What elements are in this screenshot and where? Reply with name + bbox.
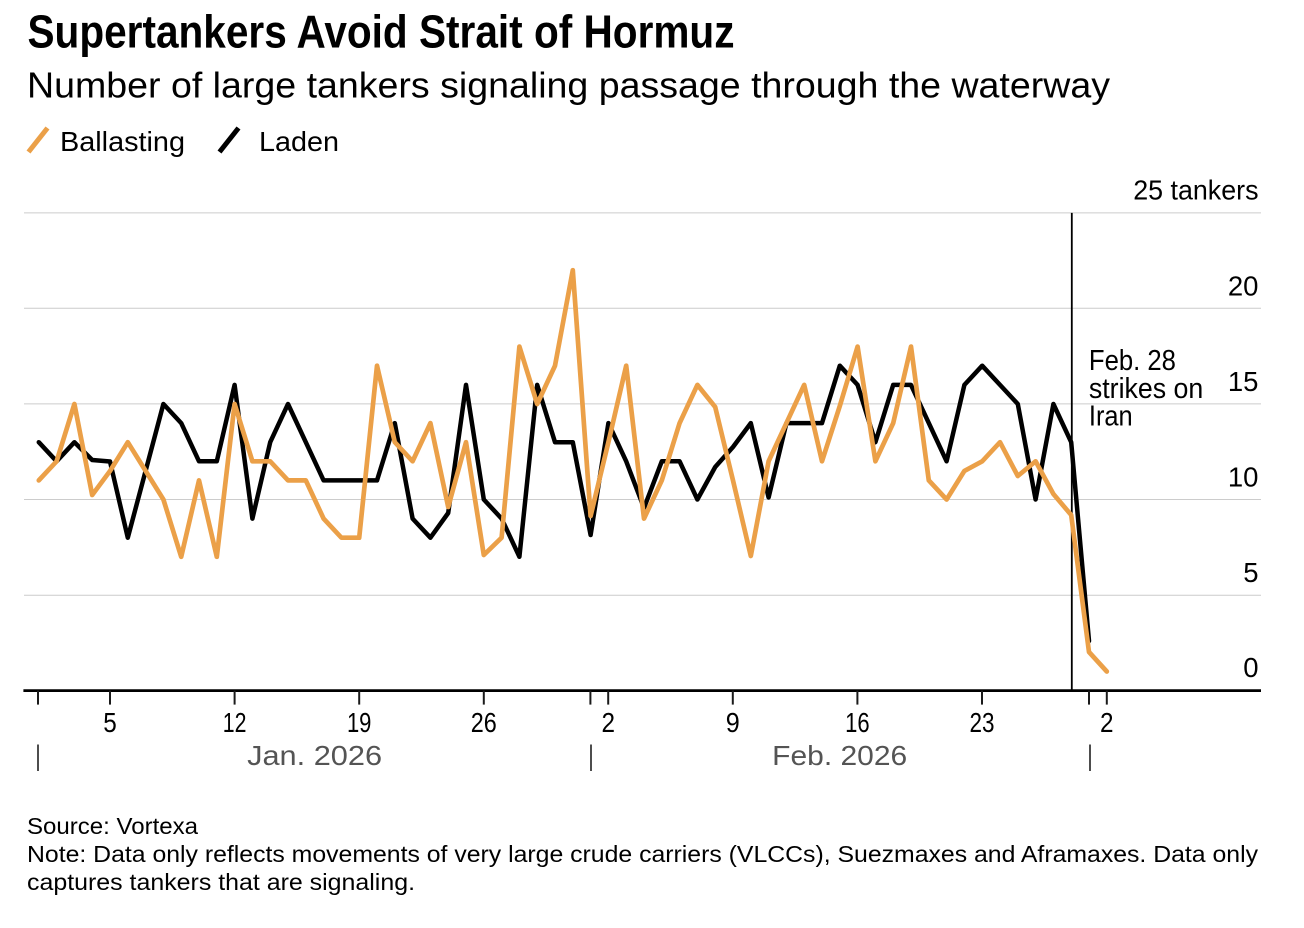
svg-text:Feb. 2026: Feb. 2026 xyxy=(772,740,907,771)
svg-text:5: 5 xyxy=(1243,557,1258,588)
svg-text:26: 26 xyxy=(471,707,497,738)
svg-text:5: 5 xyxy=(103,707,117,738)
svg-text:captures tankers that are sign: captures tankers that are signaling. xyxy=(27,869,415,895)
svg-text:Number of large tankers signal: Number of large tankers signaling passag… xyxy=(27,65,1110,106)
svg-text:0: 0 xyxy=(1243,652,1258,683)
svg-text:2: 2 xyxy=(601,707,615,738)
svg-text:Iran: Iran xyxy=(1089,401,1133,433)
svg-text:19: 19 xyxy=(347,707,372,738)
svg-text:2: 2 xyxy=(1100,707,1114,738)
svg-text:Source: Vortexa: Source: Vortexa xyxy=(27,813,198,839)
svg-text:25 tankers: 25 tankers xyxy=(1133,175,1258,206)
svg-text:12: 12 xyxy=(223,707,247,738)
svg-text:Feb. 28: Feb. 28 xyxy=(1089,345,1176,377)
svg-text:Laden: Laden xyxy=(259,126,339,157)
svg-text:Jan. 2026: Jan. 2026 xyxy=(247,740,382,771)
svg-text:23: 23 xyxy=(970,707,995,738)
svg-text:15: 15 xyxy=(1228,366,1259,397)
svg-text:9: 9 xyxy=(726,707,740,738)
svg-text:10: 10 xyxy=(1228,462,1259,493)
svg-text:20: 20 xyxy=(1228,270,1259,301)
svg-text:Ballasting: Ballasting xyxy=(60,126,185,157)
svg-text:strikes on: strikes on xyxy=(1089,373,1203,405)
svg-text:16: 16 xyxy=(845,707,870,738)
svg-text:Supertankers Avoid Strait of H: Supertankers Avoid Strait of Hormuz xyxy=(28,6,735,58)
svg-text:Note: Data only reflects movem: Note: Data only reflects movements of ve… xyxy=(27,841,1259,867)
